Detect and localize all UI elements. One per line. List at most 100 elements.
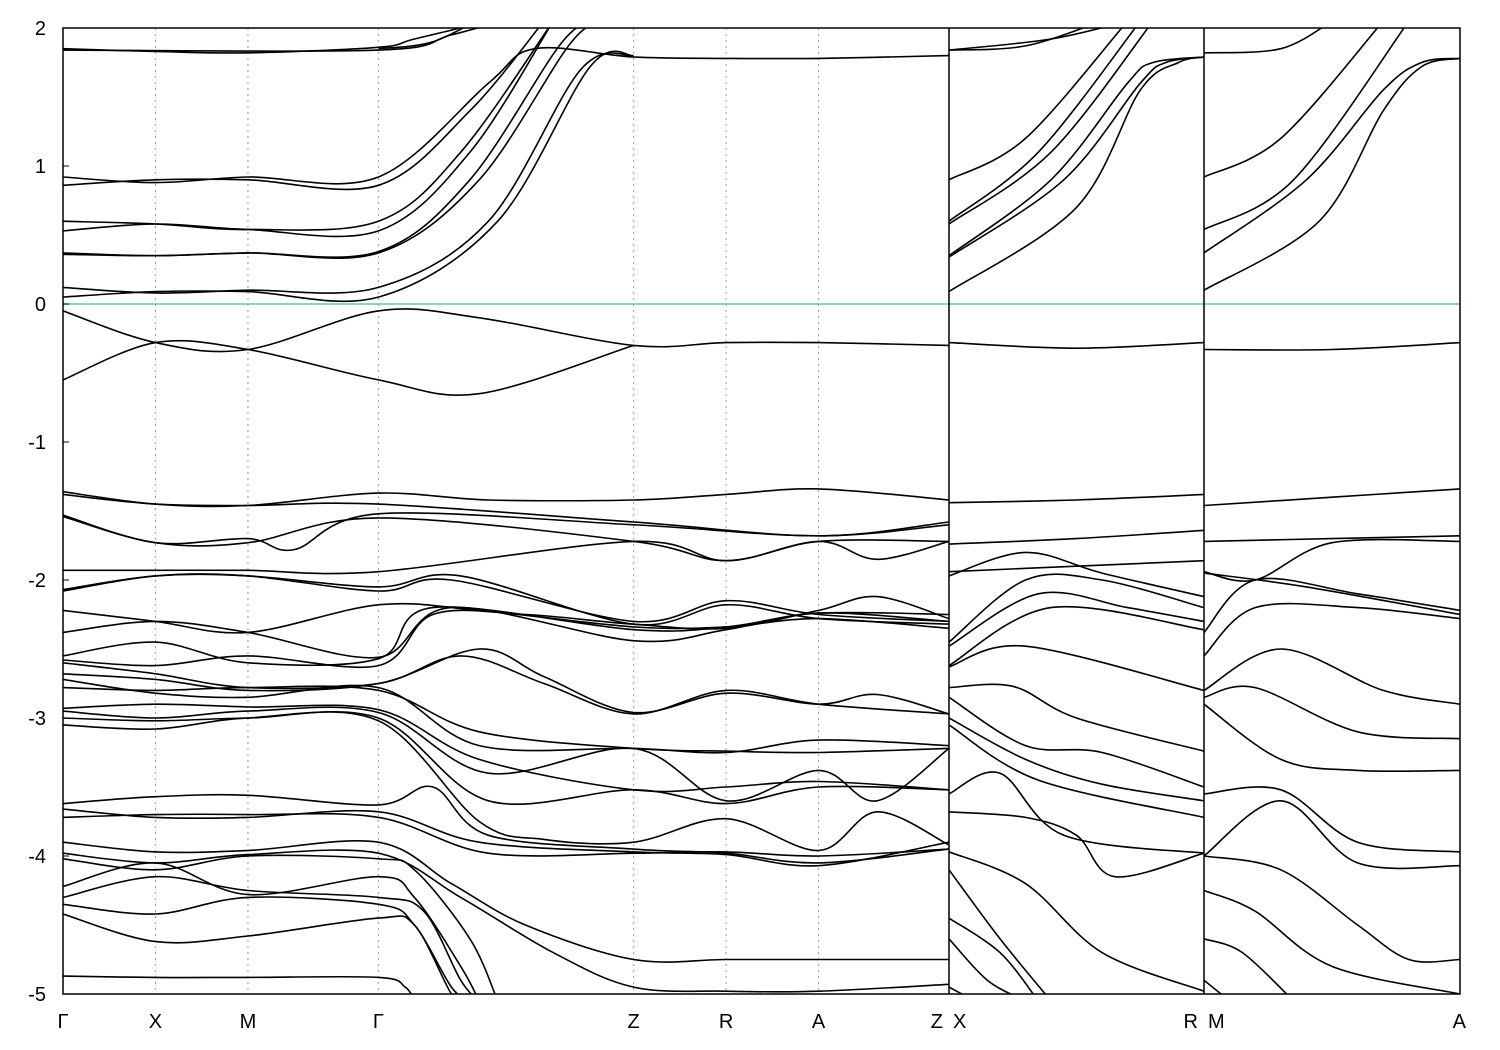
band-line	[949, 986, 964, 994]
y-tick-label: 2	[35, 18, 46, 40]
band-line	[949, 811, 1204, 878]
band-line	[1204, 979, 1223, 994]
band-line	[949, 28, 1105, 51]
band-line	[63, 812, 949, 857]
band-line	[1204, 889, 1460, 994]
band-line	[1204, 648, 1460, 705]
band-line	[1204, 602, 1460, 657]
band-line	[949, 56, 1204, 293]
band-line	[63, 703, 949, 793]
band-line	[1204, 341, 1460, 351]
y-tick-label: 0	[35, 294, 46, 316]
band-line	[63, 28, 464, 54]
band-line	[63, 339, 634, 397]
band-line	[63, 487, 949, 508]
band-line	[63, 515, 949, 562]
k-point-label: Z	[628, 1011, 640, 1033]
band-line	[63, 539, 949, 575]
bands	[63, 28, 1460, 994]
k-point-label: M	[240, 1011, 257, 1033]
k-point-gridlines	[154, 28, 820, 994]
band-line	[949, 938, 1013, 994]
segment-3-bands	[1204, 28, 1460, 994]
band-line	[949, 529, 1204, 545]
band-line	[949, 591, 1204, 647]
k-point-label: Z	[931, 1011, 943, 1033]
band-line	[63, 913, 453, 994]
band-line	[63, 52, 634, 294]
band-line	[63, 655, 949, 715]
band-line	[63, 28, 550, 238]
y-tick-label: 1	[35, 156, 46, 178]
band-line	[949, 573, 1204, 643]
band-line	[949, 551, 1204, 598]
band-line	[949, 28, 1149, 225]
band-line	[63, 512, 949, 552]
band-line	[63, 975, 413, 994]
band-line	[1204, 57, 1460, 254]
band-line	[949, 605, 1204, 667]
band-line	[949, 341, 1204, 349]
band-line	[1204, 535, 1460, 543]
k-point-label: A	[1453, 1011, 1467, 1033]
band-line	[1204, 577, 1460, 633]
band-line	[63, 602, 949, 634]
band-line	[1204, 28, 1405, 231]
band-line	[1204, 28, 1379, 178]
band-line	[63, 896, 459, 994]
band-line	[63, 28, 588, 260]
band-line	[949, 851, 1204, 992]
band-line	[949, 917, 1035, 994]
band-line	[63, 46, 949, 185]
band-line	[949, 724, 1204, 819]
band-line	[949, 717, 1204, 802]
band-line	[949, 644, 1204, 692]
band-line	[1204, 488, 1460, 507]
band-line	[1204, 703, 1460, 773]
band-line	[63, 710, 949, 805]
band-line	[949, 683, 1204, 752]
band-line	[63, 28, 578, 258]
k-point-label: A	[812, 1011, 826, 1033]
band-line	[1204, 799, 1460, 870]
segment-1-bands	[63, 28, 949, 994]
band-line	[63, 50, 634, 303]
band-line	[63, 28, 550, 231]
band-line	[1204, 28, 1323, 54]
band-line	[949, 493, 1204, 504]
y-tick-label: -4	[28, 846, 46, 868]
band-line	[63, 573, 949, 626]
band-line	[1204, 572, 1460, 616]
band-line	[378, 28, 465, 50]
band-line	[63, 854, 496, 994]
band-line	[63, 808, 949, 867]
band-line	[1204, 57, 1460, 291]
band-line	[63, 706, 949, 802]
band-line	[63, 28, 481, 53]
band-line	[949, 28, 1123, 181]
band-line	[63, 606, 949, 667]
y-tick-label: -5	[28, 984, 46, 1006]
segment-2-bands	[949, 28, 1204, 994]
band-line	[63, 678, 949, 754]
band-line	[949, 56, 1204, 257]
y-tick-label: -1	[28, 432, 46, 454]
band-line	[63, 839, 949, 963]
k-point-label: R	[1184, 1011, 1198, 1033]
band-line	[1204, 538, 1460, 582]
k-point-label: Γ	[57, 1011, 68, 1033]
band-line	[63, 28, 540, 191]
band-line	[949, 56, 1204, 258]
band-line	[949, 869, 1047, 994]
k-point-label: Γ	[373, 1011, 384, 1033]
band-line	[1204, 685, 1460, 740]
band-line	[949, 771, 1204, 854]
band-line	[1204, 786, 1460, 853]
band-line	[63, 308, 949, 353]
plot-frame	[62, 27, 1461, 995]
band-line	[63, 785, 949, 864]
k-point-label: X	[953, 1011, 966, 1033]
y-tick-label: -3	[28, 708, 46, 730]
